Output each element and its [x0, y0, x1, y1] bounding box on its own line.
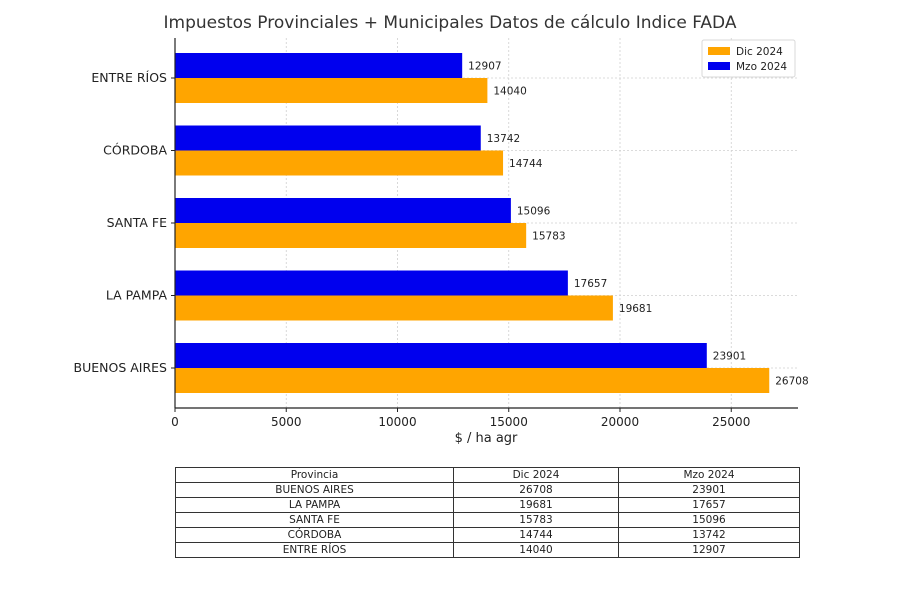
legend-label: Dic 2024 [736, 46, 783, 58]
axes [171, 38, 798, 412]
bar-dic-2024 [175, 78, 488, 103]
data-label: 14040 [493, 86, 526, 98]
bar-mzo-2024 [175, 343, 707, 368]
x-axis-label: $ / ha agr [455, 431, 518, 446]
category-label: SANTA FE [107, 215, 167, 230]
x-tick-label: 20000 [601, 415, 639, 429]
x-tick-label: 5000 [271, 415, 302, 429]
table-header-cell: Provincia [175, 467, 454, 483]
bar-mzo-2024 [175, 125, 481, 151]
legend: Dic 2024 Mzo 2024 [701, 39, 796, 78]
data-label: 15783 [532, 231, 565, 243]
data-label: 19681 [619, 303, 652, 315]
bar-chart: 0 5000 10000 15000 20000 25000 23901 26708 BUENO… [74, 38, 809, 446]
table-cell: 15783 [453, 512, 619, 528]
table-cell: ENTRE RÍOS [175, 542, 454, 558]
bar-mzo-2024 [175, 198, 511, 223]
bar-dic-2024 [175, 150, 504, 176]
table-cell: 23901 [618, 482, 800, 498]
table-cell: LA PAMPA [175, 497, 454, 513]
table-cell: BUENOS AIRES [175, 482, 454, 498]
table-cell: 13742 [618, 527, 800, 543]
table-cell: 19681 [453, 497, 619, 513]
x-tick-label: 10000 [378, 415, 416, 429]
category-label: LA PAMPA [106, 288, 168, 303]
table-cell: SANTA FE [175, 512, 454, 528]
table-row: BUENOS AIRES 26708 23901 [175, 482, 800, 498]
legend-swatch [708, 62, 730, 70]
category-label: CÓRDOBA [103, 143, 167, 158]
category-label: BUENOS AIRES [74, 360, 168, 375]
bar-mzo-2024 [175, 53, 463, 78]
table-cell: CÓRDOBA [175, 527, 454, 543]
x-tick-label: 25000 [712, 415, 750, 429]
legend-label: Mzo 2024 [736, 61, 787, 73]
bar-dic-2024 [175, 368, 770, 393]
table-cell: 14744 [453, 527, 619, 543]
table-cell: 14040 [453, 542, 619, 558]
bar-dic-2024 [175, 223, 527, 248]
table-row: CÓRDOBA 14744 13742 [175, 527, 800, 543]
data-label: 26708 [775, 376, 808, 388]
bars [175, 53, 770, 393]
table-cell: 26708 [453, 482, 619, 498]
data-table: Provincia Dic 2024 Mzo 2024 BUENOS AIRES… [175, 467, 800, 558]
table-cell: 17657 [618, 497, 800, 513]
x-tick-label: 15000 [490, 415, 528, 429]
data-label: 17657 [574, 278, 607, 290]
data-label: 23901 [713, 351, 746, 363]
bar-mzo-2024 [175, 270, 568, 296]
labels: 0 5000 10000 15000 20000 25000 23901 26708 BUENO… [74, 61, 809, 430]
data-label: 15096 [517, 206, 551, 218]
table-row: ENTRE RÍOS 14040 12907 [175, 542, 800, 558]
table-row: LA PAMPA 19681 17657 [175, 497, 800, 513]
data-label: 13742 [487, 133, 520, 145]
bar-dic-2024 [175, 295, 613, 321]
chart-title: Impuestos Provinciales + Municipales Dat… [163, 13, 737, 33]
table-header-cell: Dic 2024 [453, 467, 619, 483]
legend-swatch [708, 47, 730, 55]
table-header-row: Provincia Dic 2024 Mzo 2024 [175, 467, 800, 483]
table-header-cell: Mzo 2024 [618, 467, 800, 483]
x-tick-label: 0 [171, 415, 179, 429]
data-label: 12907 [468, 61, 501, 73]
table-cell: 15096 [618, 512, 800, 528]
table-row: SANTA FE 15783 15096 [175, 512, 800, 528]
table-cell: 12907 [618, 542, 800, 558]
data-label: 14744 [509, 158, 543, 170]
category-label: ENTRE RÍOS [91, 70, 167, 85]
